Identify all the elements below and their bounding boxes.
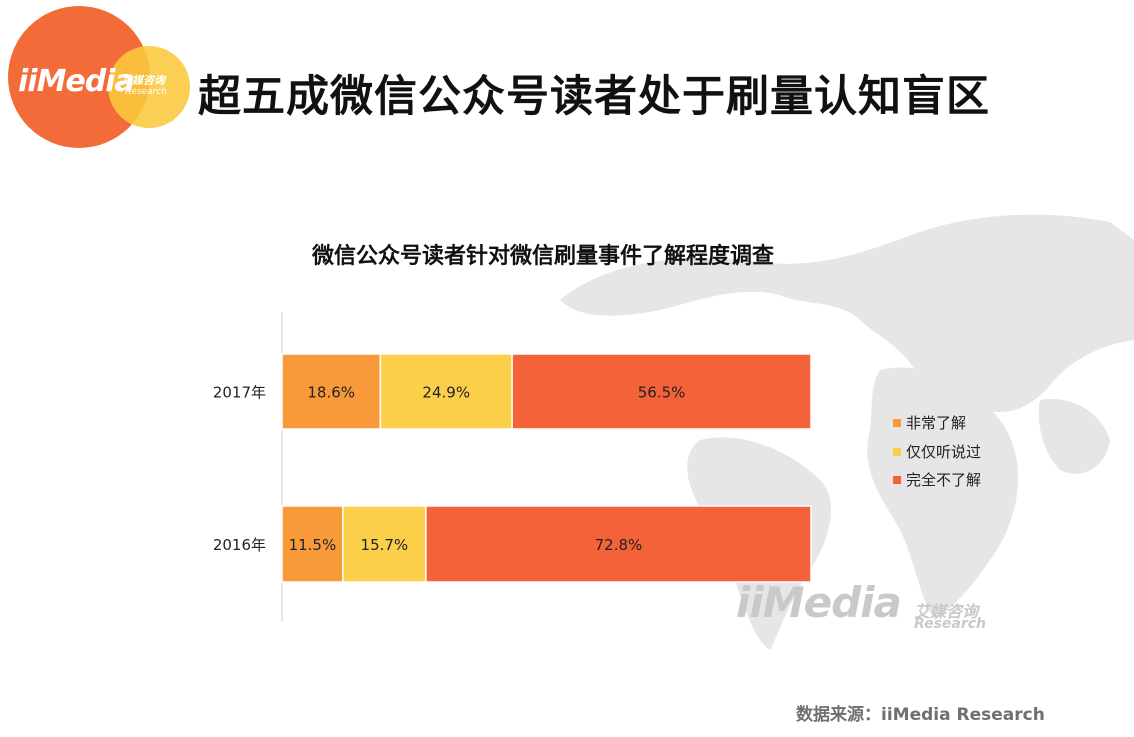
data-label: 56.5% xyxy=(638,384,686,402)
iimedia-logo: iiMedia 艾媒咨询 Research xyxy=(0,0,200,160)
legend-swatch xyxy=(893,448,901,456)
logo-en-text: Research xyxy=(125,87,167,97)
logo-cn-text: 艾媒咨询 xyxy=(121,74,165,87)
data-source-note: 数据来源：iiMedia Research xyxy=(796,705,1045,725)
legend-swatch xyxy=(893,476,901,484)
bar-segment xyxy=(281,353,382,430)
bar-segment xyxy=(342,505,427,583)
logo-yellow-circle xyxy=(108,46,190,128)
data-label: 24.9% xyxy=(422,384,470,402)
category-label: 2016年 xyxy=(213,536,266,554)
data-label: 72.8% xyxy=(595,536,643,554)
legend-swatch xyxy=(893,419,901,427)
watermark-cn: 艾媒咨询 xyxy=(914,602,979,621)
chart-title: 微信公众号读者针对微信刷量事件了解程度调查 xyxy=(312,244,775,269)
legend-label: 完全不了解 xyxy=(906,471,981,489)
iimedia-watermark: iiMedia 艾媒咨询 Research xyxy=(728,570,1028,650)
watermark-en: Research xyxy=(914,616,987,632)
data-label: 11.5% xyxy=(289,536,337,554)
category-label: 2017年 xyxy=(213,384,266,402)
logo-brand-text: iiMedia xyxy=(18,64,135,99)
bar-segment xyxy=(379,353,513,430)
legend-label: 非常了解 xyxy=(906,414,966,432)
bar-segment xyxy=(511,353,812,430)
watermark-brand: iiMedia xyxy=(736,578,902,627)
legend-label: 仅仅听说过 xyxy=(906,443,981,461)
data-label: 18.6% xyxy=(307,384,355,402)
bar-segment xyxy=(425,505,812,583)
page-title: 超五成微信公众号读者处于刷量认知盲区 xyxy=(198,72,990,122)
data-label: 15.7% xyxy=(361,536,409,554)
bar-segment xyxy=(281,505,344,583)
